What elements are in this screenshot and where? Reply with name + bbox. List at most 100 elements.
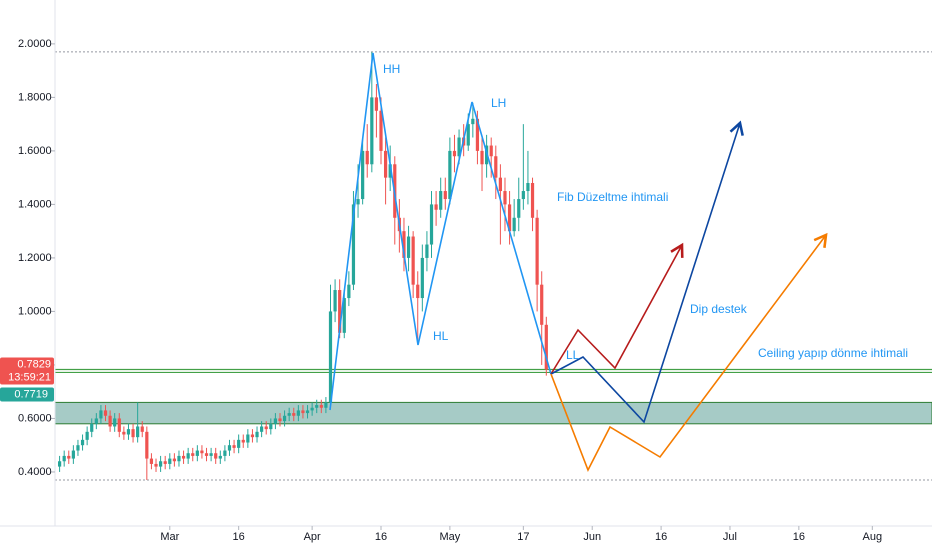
- background-layer: [54, 51, 932, 481]
- candle-body: [361, 150, 365, 200]
- pattern-line: [329, 52, 552, 411]
- price-label: 0.7719: [14, 388, 48, 400]
- candle-body: [122, 431, 126, 435]
- candle-body: [260, 426, 264, 432]
- candles: [57, 51, 548, 480]
- candle-body: [466, 124, 470, 146]
- candle-body: [255, 431, 259, 438]
- candle-body: [338, 290, 342, 333]
- annotation: Dip destek: [690, 302, 748, 316]
- candle-body: [383, 150, 388, 178]
- candle-body: [246, 434, 250, 443]
- candle-body: [94, 418, 98, 424]
- y-tick-label: 0.6000: [18, 412, 52, 424]
- candle-body: [90, 423, 94, 432]
- candle-body: [237, 439, 241, 448]
- candle-body: [71, 450, 75, 459]
- candle-body: [475, 118, 480, 151]
- candle-body: [296, 410, 300, 416]
- candle-body: [498, 177, 502, 192]
- candle-body: [356, 199, 360, 205]
- candle-body: [186, 453, 190, 459]
- scenario-orange: [550, 232, 828, 472]
- candle-body: [241, 439, 245, 443]
- y-tick-label: 1.8000: [18, 91, 52, 103]
- candle-body: [457, 137, 461, 157]
- y-tick-label: 1.4000: [18, 198, 52, 210]
- candle-body: [448, 150, 452, 200]
- scenario-navy: [550, 120, 744, 424]
- annotation: HL: [433, 329, 449, 343]
- candle-body: [108, 415, 112, 427]
- y-tick-label: 1.6000: [18, 145, 52, 157]
- candle-body: [117, 418, 121, 432]
- x-tick-label: 17: [517, 531, 529, 543]
- y-tick-label: 1.2000: [18, 252, 52, 264]
- price-label-box: [0, 387, 54, 402]
- candle-body: [159, 461, 163, 467]
- x-tick-label: 16: [793, 531, 805, 543]
- candle-body: [200, 450, 204, 454]
- candle-body: [526, 183, 530, 192]
- candle-body: [480, 150, 484, 165]
- annotation: HH: [383, 62, 400, 76]
- candle-body: [439, 191, 443, 210]
- x-tick-label: 16: [233, 531, 245, 543]
- candle-body: [204, 453, 209, 456]
- candle-body: [416, 284, 420, 299]
- y-tick-label: 0.4000: [18, 466, 52, 478]
- candle-body: [301, 410, 305, 414]
- candle-body: [402, 231, 406, 258]
- candle-body: [507, 204, 512, 232]
- candle-body: [163, 461, 167, 464]
- x-tick-label: Apr: [304, 531, 321, 543]
- x-tick-label: Jul: [723, 531, 737, 543]
- x-tick-label: 16: [655, 531, 667, 543]
- candle-body: [269, 423, 273, 430]
- candle-body: [145, 431, 149, 459]
- candle-body: [172, 458, 176, 462]
- candle-body: [540, 284, 544, 325]
- candle-body: [452, 150, 457, 157]
- candle-body: [99, 410, 103, 419]
- candle-body: [232, 445, 236, 448]
- candle-body: [370, 97, 374, 165]
- candle-body: [273, 418, 278, 424]
- annotation: LH: [491, 96, 506, 110]
- candle-body: [57, 461, 62, 467]
- candle-body: [443, 191, 447, 200]
- candle-body: [250, 434, 255, 438]
- candle-body: [103, 410, 108, 416]
- candle-body: [544, 324, 548, 370]
- candle-body: [131, 429, 135, 438]
- x-tick-label: Mar: [160, 531, 179, 543]
- candle-body: [149, 458, 154, 464]
- candle-body: [351, 204, 356, 285]
- candle-body: [287, 413, 291, 416]
- candle-body: [181, 455, 186, 459]
- drawings: HH LH HL LL Fib Düzeltme ihtimali Dip de…: [329, 52, 908, 472]
- candle-body: [411, 236, 415, 285]
- candle-body: [227, 445, 232, 451]
- candle-body: [425, 244, 429, 258]
- y-tick-label: 1.0000: [18, 305, 52, 317]
- candle-body: [140, 426, 144, 432]
- candle-body: [406, 236, 411, 258]
- candle-body: [319, 405, 323, 408]
- candle-body: [328, 311, 333, 403]
- candle-body: [379, 110, 383, 151]
- candle-body: [489, 145, 493, 157]
- candle-body: [530, 183, 535, 218]
- candle-body: [503, 191, 507, 205]
- candle-body: [113, 418, 117, 427]
- candle-body: [310, 407, 314, 411]
- candle-body: [365, 150, 369, 165]
- candle-body: [195, 450, 199, 456]
- candle-body: [136, 426, 140, 438]
- candle-body: [218, 455, 222, 459]
- price-label-box: [0, 357, 54, 385]
- candle-body: [264, 426, 268, 430]
